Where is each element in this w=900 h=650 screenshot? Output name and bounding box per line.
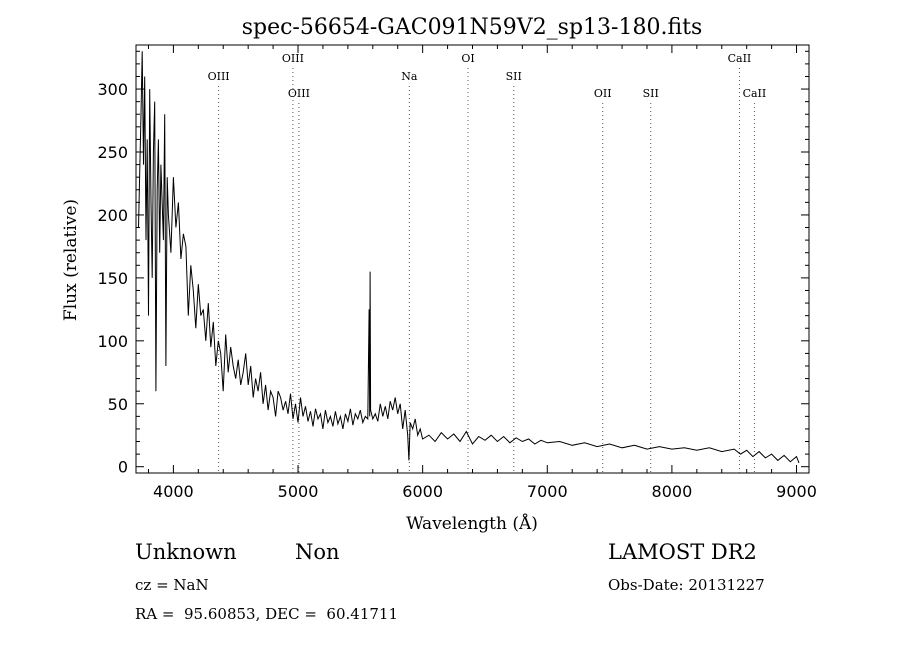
survey-label: LAMOST DR2 [608,540,757,564]
chart-title: spec-56654-GAC091N59V2_sp13-180.fits [242,15,703,40]
axis-ticks: 4000 5000 6000 7000 8000 9000 0 50 100 150 200 250 3… [97,45,817,501]
spectrum-line [138,51,800,464]
object-subclass: Non [295,540,340,564]
x-tick-label: 9000 [776,482,817,501]
line-marker-label: OIII [282,52,304,65]
line-marker-label: OII [594,87,612,100]
y-tick-label: 300 [97,80,128,99]
line-marker-label: SII [506,70,522,83]
cz-value: cz = NaN [135,576,209,594]
object-class: Unknown [135,540,237,564]
emission-line-markers: OIII OIII OIII Na OI SII OII SII CaII CaII [208,52,767,473]
y-tick-label: 150 [97,269,128,288]
coordinates: RA = 95.60853, DEC = 60.41711 [135,605,399,623]
line-marker-label: OIII [208,70,230,83]
line-marker-label: CaII [728,52,752,65]
x-tick-label: 8000 [652,482,693,501]
y-tick-label: 50 [108,395,128,414]
y-tick-label: 0 [118,458,128,477]
y-tick-label: 100 [97,332,128,351]
x-tick-label: 4000 [153,482,194,501]
y-tick-label: 200 [97,206,128,225]
x-tick-label: 6000 [402,482,443,501]
line-marker-label: OI [461,52,474,65]
line-marker-label: OIII [288,87,310,100]
x-tick-label: 7000 [527,482,568,501]
plot-frame [135,44,810,474]
line-marker-label: SII [643,87,659,100]
obs-date: Obs-Date: 20131227 [608,576,765,594]
line-marker-label: CaII [743,87,767,100]
x-tick-label: 5000 [278,482,319,501]
y-tick-label: 250 [97,143,128,162]
y-axis-label: Flux (relative) [61,199,81,321]
x-axis-label: Wavelength (Å) [406,513,538,534]
line-marker-label: Na [401,70,418,83]
